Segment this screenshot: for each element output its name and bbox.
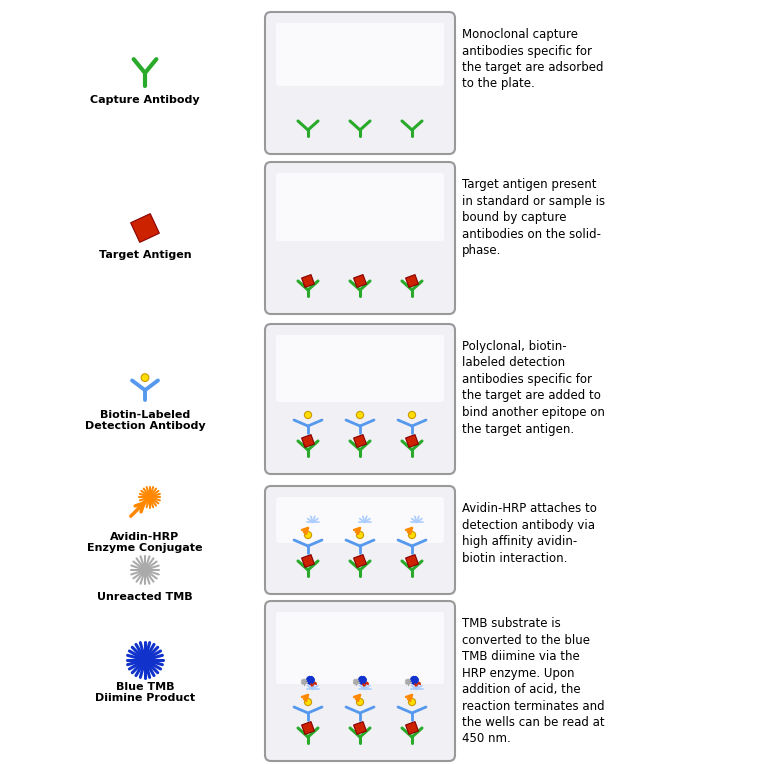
- Circle shape: [356, 698, 364, 706]
- Polygon shape: [354, 555, 367, 568]
- Polygon shape: [406, 721, 419, 734]
- Polygon shape: [354, 435, 367, 448]
- FancyBboxPatch shape: [265, 601, 455, 761]
- Circle shape: [304, 532, 312, 539]
- Polygon shape: [302, 435, 315, 448]
- Text: TMB substrate is
converted to the blue
TMB diimine via the
HRP enzyme. Upon
addi: TMB substrate is converted to the blue T…: [462, 617, 604, 746]
- Circle shape: [304, 411, 312, 419]
- Polygon shape: [354, 274, 367, 287]
- Text: Capture Antibody: Capture Antibody: [90, 95, 200, 105]
- FancyBboxPatch shape: [276, 497, 444, 543]
- Polygon shape: [302, 274, 315, 287]
- Text: Blue TMB
Diimine Product: Blue TMB Diimine Product: [95, 681, 195, 703]
- FancyBboxPatch shape: [265, 324, 455, 474]
- Text: Target antigen present
in standard or sample is
bound by capture
antibodies on t: Target antigen present in standard or sa…: [462, 178, 605, 257]
- Circle shape: [356, 411, 364, 419]
- Text: Unreacted TMB: Unreacted TMB: [97, 591, 193, 601]
- Polygon shape: [131, 214, 160, 242]
- Text: Avidin-HRP
Enzyme Conjugate: Avidin-HRP Enzyme Conjugate: [87, 532, 202, 553]
- Polygon shape: [406, 555, 419, 568]
- Text: Monoclonal capture
antibodies specific for
the target are adsorbed
to the plate.: Monoclonal capture antibodies specific f…: [462, 28, 604, 90]
- Polygon shape: [354, 721, 367, 734]
- FancyBboxPatch shape: [276, 173, 444, 241]
- Polygon shape: [406, 435, 419, 448]
- FancyBboxPatch shape: [276, 23, 444, 86]
- Circle shape: [409, 411, 416, 419]
- Circle shape: [409, 698, 416, 706]
- Polygon shape: [302, 555, 315, 568]
- FancyBboxPatch shape: [276, 335, 444, 402]
- Circle shape: [141, 374, 149, 381]
- Circle shape: [304, 698, 312, 706]
- FancyBboxPatch shape: [276, 612, 444, 684]
- Text: Target Antigen: Target Antigen: [99, 250, 191, 260]
- Circle shape: [409, 532, 416, 539]
- Polygon shape: [302, 721, 315, 734]
- Text: Biotin-Labeled
Detection Antibody: Biotin-Labeled Detection Antibody: [85, 410, 206, 431]
- Circle shape: [356, 532, 364, 539]
- Polygon shape: [406, 274, 419, 287]
- Text: Avidin-HRP attaches to
detection antibody via
high affinity avidin-
biotin inter: Avidin-HRP attaches to detection antibod…: [462, 502, 597, 565]
- FancyBboxPatch shape: [265, 12, 455, 154]
- FancyBboxPatch shape: [265, 486, 455, 594]
- Text: Polyclonal, biotin-
labeled detection
antibodies specific for
the target are add: Polyclonal, biotin- labeled detection an…: [462, 340, 605, 435]
- FancyBboxPatch shape: [265, 162, 455, 314]
